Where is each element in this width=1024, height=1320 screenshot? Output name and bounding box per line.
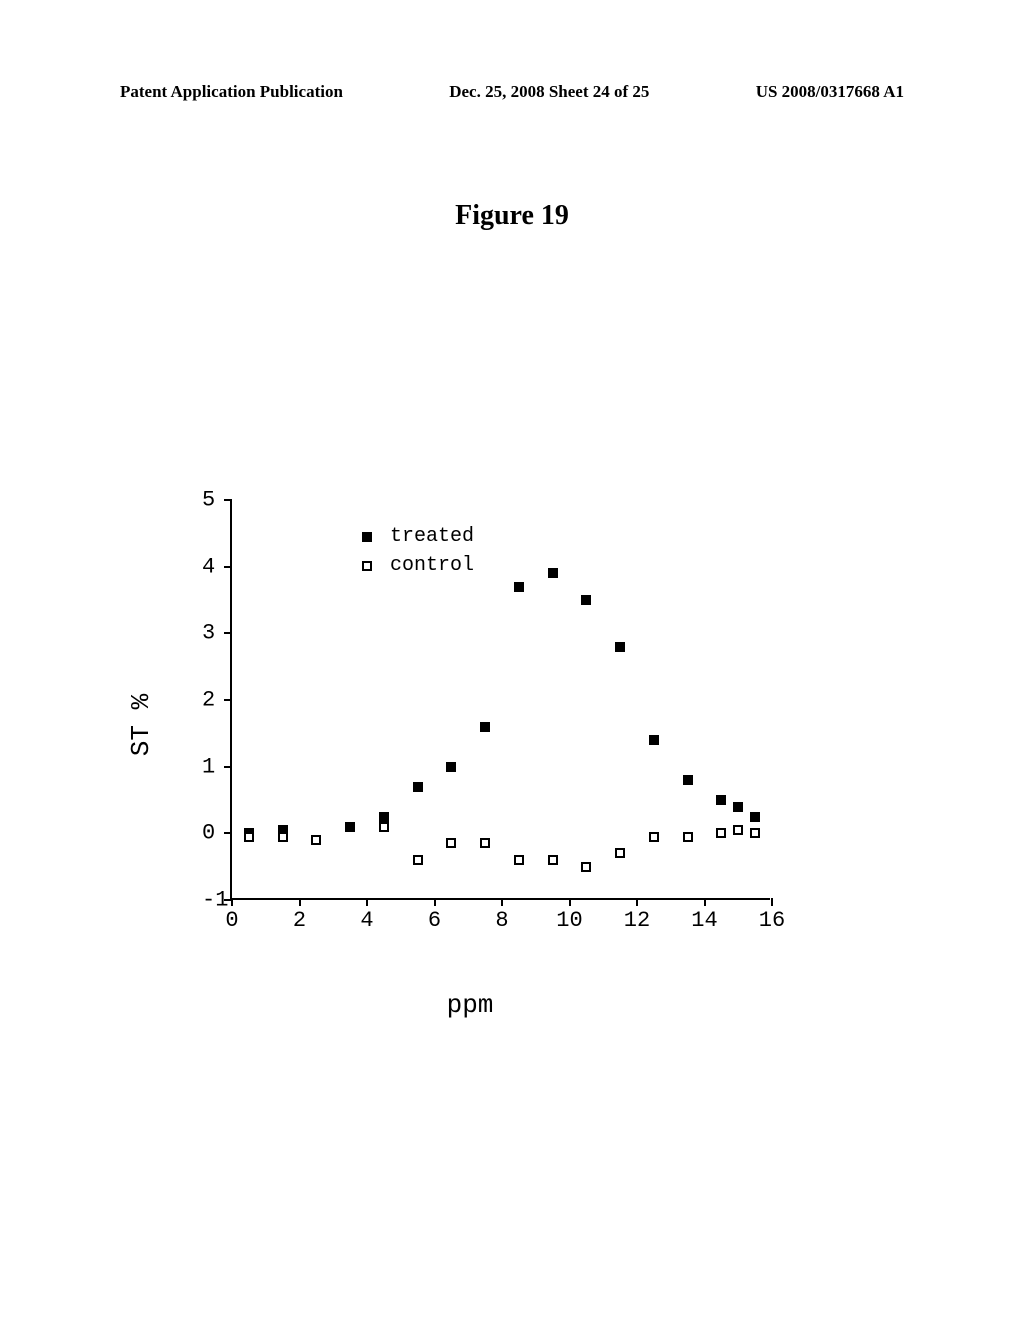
x-tick-label: 6	[428, 908, 441, 933]
data-point-control	[379, 822, 389, 832]
data-point-control	[446, 838, 456, 848]
data-point-control	[548, 855, 558, 865]
data-point-treated	[615, 642, 625, 652]
y-tick-label: 4	[202, 554, 215, 579]
data-point-treated	[548, 568, 558, 578]
data-point-treated	[480, 722, 490, 732]
legend-label-control: control	[390, 554, 474, 577]
x-tick	[636, 898, 638, 906]
x-tick	[569, 898, 571, 906]
data-point-control	[311, 835, 321, 845]
y-tick-label: 3	[202, 621, 215, 646]
x-axis-label: ppm	[447, 990, 494, 1020]
open-square-icon	[362, 561, 372, 571]
data-point-control	[733, 825, 743, 835]
legend-label-treated: treated	[390, 525, 474, 548]
y-tick-label: 1	[202, 754, 215, 779]
data-point-control	[615, 848, 625, 858]
data-point-treated	[733, 802, 743, 812]
y-tick	[224, 699, 232, 701]
data-point-control	[649, 832, 659, 842]
x-tick	[299, 898, 301, 906]
data-point-control	[683, 832, 693, 842]
figure-title: Figure 19	[0, 200, 1024, 232]
x-tick-label: 10	[556, 908, 582, 933]
filled-square-icon	[362, 532, 372, 542]
data-point-treated	[750, 812, 760, 822]
y-tick-label: 0	[202, 821, 215, 846]
data-point-control	[413, 855, 423, 865]
data-point-control	[581, 862, 591, 872]
x-tick-label: 8	[495, 908, 508, 933]
x-tick-label: 12	[624, 908, 650, 933]
data-point-treated	[514, 582, 524, 592]
data-point-treated	[413, 782, 423, 792]
x-tick-label: 16	[759, 908, 785, 933]
y-tick	[224, 766, 232, 768]
y-tick	[224, 499, 232, 501]
data-point-treated	[683, 775, 693, 785]
x-tick	[231, 898, 233, 906]
page-header: Patent Application Publication Dec. 25, …	[120, 82, 904, 102]
x-tick	[771, 898, 773, 906]
data-point-treated	[581, 595, 591, 605]
data-point-treated	[446, 762, 456, 772]
plot-area: treated control -10123450246810121416	[230, 500, 770, 900]
data-point-control	[278, 832, 288, 842]
x-tick-label: 14	[691, 908, 717, 933]
data-point-treated	[345, 822, 355, 832]
y-tick-label: 5	[202, 488, 215, 513]
x-tick-label: 0	[225, 908, 238, 933]
data-point-treated	[379, 812, 389, 822]
data-point-control	[244, 832, 254, 842]
y-axis-label: ST %	[126, 694, 156, 756]
x-tick-label: 2	[293, 908, 306, 933]
data-point-control	[514, 855, 524, 865]
header-right: US 2008/0317668 A1	[756, 82, 904, 102]
y-tick	[224, 566, 232, 568]
data-point-control	[480, 838, 490, 848]
legend-item-treated: treated	[362, 525, 474, 548]
x-tick-label: 4	[360, 908, 373, 933]
header-left: Patent Application Publication	[120, 82, 343, 102]
x-tick	[704, 898, 706, 906]
header-center: Dec. 25, 2008 Sheet 24 of 25	[449, 82, 649, 102]
x-tick	[434, 898, 436, 906]
data-point-treated	[649, 735, 659, 745]
legend-item-control: control	[362, 554, 474, 577]
y-tick	[224, 832, 232, 834]
scatter-chart: ST % ppm treated control -10123450246810…	[170, 500, 770, 950]
data-point-treated	[716, 795, 726, 805]
x-tick	[501, 898, 503, 906]
x-tick	[366, 898, 368, 906]
data-point-control	[716, 828, 726, 838]
y-tick	[224, 632, 232, 634]
chart-legend: treated control	[362, 525, 474, 583]
data-point-control	[750, 828, 760, 838]
y-tick-label: 2	[202, 688, 215, 713]
